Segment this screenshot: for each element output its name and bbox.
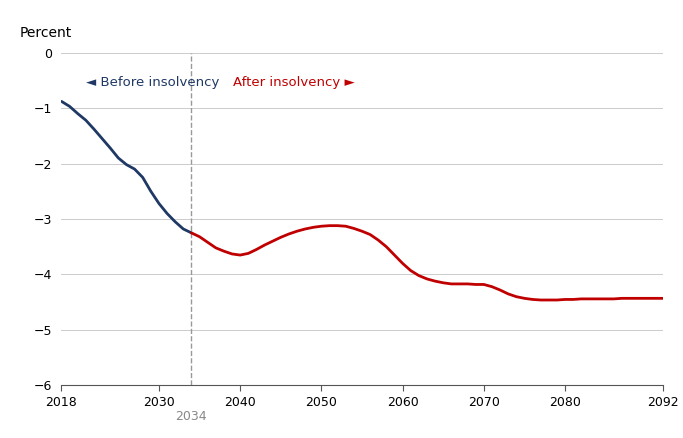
- Text: After insolvency ►: After insolvency ►: [233, 76, 354, 89]
- Text: Percent: Percent: [19, 26, 72, 40]
- Text: ◄ Before insolvency: ◄ Before insolvency: [85, 76, 219, 89]
- Text: 2034: 2034: [176, 410, 207, 424]
